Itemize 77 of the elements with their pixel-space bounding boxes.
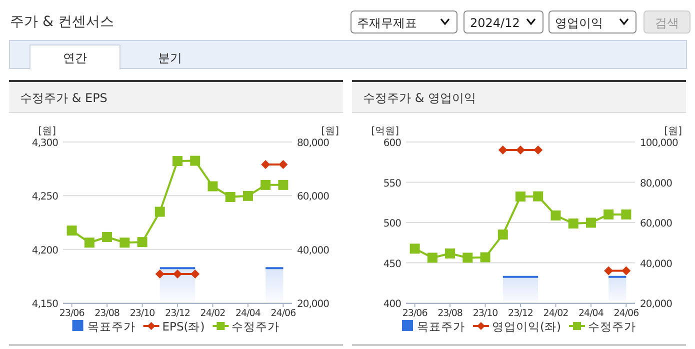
x-tick-label: 24/04 xyxy=(236,308,261,319)
x-tick-label: 24/04 xyxy=(578,308,604,319)
y2-tick-label: 100,000 xyxy=(640,138,678,149)
x-tick-label: 23/12 xyxy=(165,308,190,319)
x-tick-label: 23/10 xyxy=(472,308,498,319)
point xyxy=(260,180,271,190)
y-tick-label: 550 xyxy=(383,178,402,190)
point xyxy=(190,156,200,166)
x-tick-label: 24/02 xyxy=(200,308,226,319)
legend-label: 목표주가 xyxy=(417,320,466,334)
legend-label: 수정주가 xyxy=(232,320,280,334)
y2-tick-label: 40,000 xyxy=(297,245,330,256)
point xyxy=(225,192,236,202)
point xyxy=(480,252,490,262)
text: 주재무제표 xyxy=(357,16,417,30)
y-tick-label: 400 xyxy=(383,299,402,310)
point xyxy=(410,244,420,254)
point xyxy=(427,252,438,263)
x-tick-label: 24/06 xyxy=(270,308,296,319)
y-tick-label: 4,150 xyxy=(32,299,58,310)
y2-tick-label: 20,000 xyxy=(297,299,330,310)
chart-title: 수정주가 & EPS xyxy=(20,91,108,105)
x-tick-label: 23/10 xyxy=(130,308,156,319)
x-tick-label: 23/08 xyxy=(94,308,120,319)
y-tick-label: 500 xyxy=(383,218,402,230)
x-tick-label: 23/06 xyxy=(402,308,428,319)
point xyxy=(445,248,456,258)
text: 연간 xyxy=(63,51,87,65)
y-tick-label: 450 xyxy=(383,258,402,270)
point xyxy=(120,238,130,248)
point xyxy=(604,209,614,220)
x-tick-label: 23/12 xyxy=(508,308,534,319)
point xyxy=(462,252,473,263)
point xyxy=(533,191,544,202)
y2-tick-label: 80,000 xyxy=(640,178,672,190)
legend-label: EPS(좌) xyxy=(162,320,205,334)
point xyxy=(516,192,526,202)
x-tick-label: 23/06 xyxy=(59,308,85,319)
x-tick-label: 24/06 xyxy=(614,308,640,319)
y2-tick-label: 20,000 xyxy=(640,299,672,310)
point xyxy=(66,226,77,236)
y-tick-label: 4,300 xyxy=(32,138,58,149)
point xyxy=(102,232,112,242)
point xyxy=(621,209,632,220)
point xyxy=(550,210,561,220)
y-axis-title: [원] xyxy=(38,126,56,137)
legend-label: 목표주가 xyxy=(87,320,136,334)
point xyxy=(172,156,182,166)
point xyxy=(137,237,148,248)
point xyxy=(498,230,508,240)
legend-label: 수정주가 xyxy=(588,320,636,334)
point xyxy=(278,180,288,190)
y2-tick-label: 60,000 xyxy=(640,218,672,230)
point xyxy=(208,181,218,192)
y-axis-title: [억원] xyxy=(371,126,400,137)
legend-label: 영업이익(좌) xyxy=(492,320,561,334)
y2-tick-label: 40,000 xyxy=(640,258,672,270)
text: 분기 xyxy=(158,51,182,65)
point xyxy=(154,206,165,217)
point xyxy=(242,190,253,201)
y-tick-label: 4,250 xyxy=(32,192,58,203)
point xyxy=(84,238,94,248)
y-tick-label: 600 xyxy=(383,138,402,149)
point xyxy=(568,218,578,229)
x-tick-label: 23/08 xyxy=(438,308,463,319)
point xyxy=(586,218,596,228)
y2-tick-label: 60,000 xyxy=(297,192,330,203)
y2-axis-title: [원] xyxy=(664,126,682,137)
text: 주가 & 컨센서스 xyxy=(10,14,114,30)
x-tick-label: 24/02 xyxy=(543,308,569,319)
text: 2024/12 xyxy=(470,16,520,30)
y-tick-label: 4,200 xyxy=(32,245,58,256)
chart-title: 수정주가 & 영업이익 xyxy=(363,91,476,105)
text: 검색 xyxy=(655,16,679,30)
y2-tick-label: 80,000 xyxy=(297,138,330,149)
text: 영업이익 xyxy=(555,16,603,30)
y2-axis-title: [원] xyxy=(321,126,340,137)
